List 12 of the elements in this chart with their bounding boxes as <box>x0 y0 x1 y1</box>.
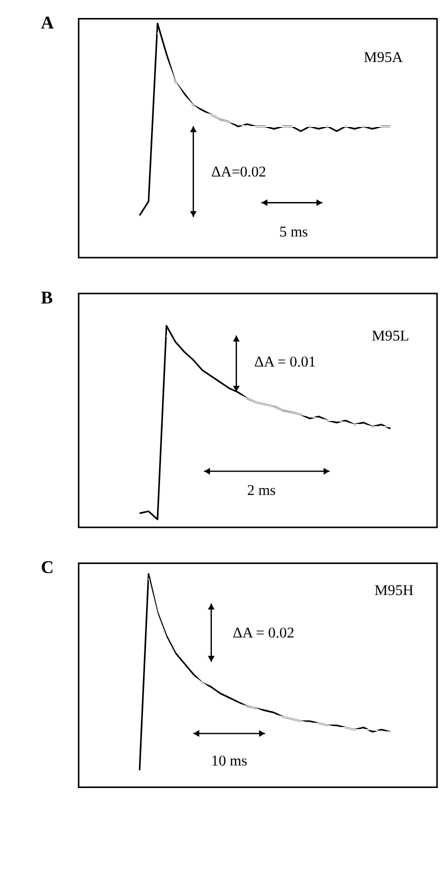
annotation: 10 ms <box>211 753 248 770</box>
annotation: ΔA = 0.02 <box>232 626 294 642</box>
annotation: 5 ms <box>279 224 308 240</box>
annotation: 2 ms <box>247 482 276 499</box>
chart-title: B <box>40 287 53 308</box>
annotation: M95L <box>372 328 410 345</box>
chart-title: C <box>40 557 54 578</box>
annotation: M95A <box>364 50 403 66</box>
annotation: M95H <box>374 583 414 600</box>
annotation: ΔA = 0.01 <box>254 354 316 370</box>
annotation: ΔA=0.02 <box>211 164 266 181</box>
chart-title: A <box>40 12 54 33</box>
